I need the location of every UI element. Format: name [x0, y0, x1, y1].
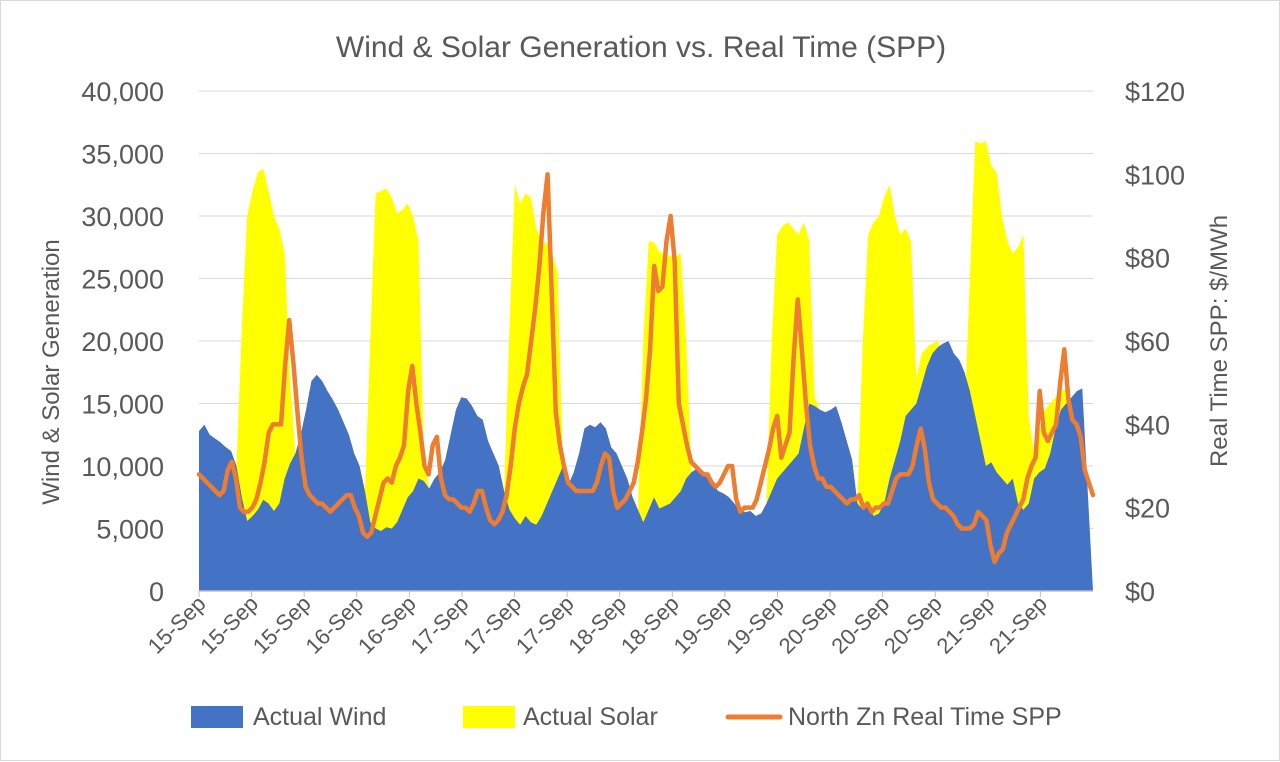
x-tick-label: 15-Sep [195, 591, 263, 659]
left-axis-tick-labels: 0 5,000 10,000 15,000 20,000 25,000 30,000 35,0… [81, 77, 164, 607]
x-tick-label: 19-Sep [669, 591, 737, 659]
x-tick-label: 20-Sep [826, 591, 894, 659]
x-tick-label: 16-Sep [300, 591, 368, 659]
spp-line [196, 172, 1096, 565]
y2-tick-label: $40 [1125, 410, 1170, 440]
y-tick-label: 15,000 [81, 390, 164, 420]
wind-area-series [199, 141, 1093, 591]
y-tick-label: 35,000 [81, 140, 164, 170]
y2-tick-label: $20 [1125, 494, 1170, 524]
right-axis-tick-labels: $0 $20 $40 $60 $80 $100 $120 [1125, 77, 1185, 607]
axes [198, 590, 1093, 597]
y2-tick-label: $80 [1125, 244, 1170, 274]
spp-line-series [196, 172, 1096, 565]
x-tick-label: 20-Sep [774, 591, 842, 659]
legend: Actual Wind Actual Solar North Zn Real T… [191, 703, 1062, 731]
y-axis-title: Wind & Solar Generation [38, 239, 65, 504]
x-tick-label: 21-Sep [932, 591, 1000, 659]
x-tick-label: 19-Sep [721, 591, 789, 659]
y2-tick-label: $120 [1125, 77, 1185, 107]
x-axis-tick-labels: 15-Sep15-Sep15-Sep16-Sep16-Sep17-Sep17-S… [143, 591, 1052, 659]
legend-label-wind: Actual Wind [253, 703, 386, 731]
y-tick-label: 30,000 [81, 202, 164, 232]
y-tick-label: 5,000 [96, 515, 164, 545]
y-tick-label: 40,000 [81, 77, 164, 107]
legend-swatch-wind [191, 706, 243, 728]
y-tick-label: 0 [149, 577, 164, 607]
wind-area [199, 341, 1093, 591]
x-tick-label: 18-Sep [616, 591, 684, 659]
solar-area [199, 141, 1093, 591]
y-tick-label: 10,000 [81, 452, 164, 482]
x-tick-label: 17-Sep [406, 591, 474, 659]
y2-axis-title: Real Time SPP: $/MWh [1206, 215, 1233, 467]
y2-tick-label: $60 [1125, 327, 1170, 357]
y-tick-label: 20,000 [81, 327, 164, 357]
x-tick-label: 20-Sep [879, 591, 947, 659]
legend-label-solar: Actual Solar [523, 703, 658, 731]
chart-title: Wind & Solar Generation vs. Real Time (S… [336, 31, 946, 64]
x-tick-label: 17-Sep [511, 591, 579, 659]
x-tick-label: 17-Sep [458, 591, 526, 659]
x-tick-label: 18-Sep [563, 591, 631, 659]
y-tick-label: 25,000 [81, 265, 164, 295]
legend-label-spp: North Zn Real Time SPP [788, 703, 1062, 731]
y2-tick-label: $100 [1125, 160, 1185, 190]
legend-swatch-solar [463, 706, 515, 728]
x-tick-label: 21-Sep [984, 591, 1052, 659]
y2-tick-label: $0 [1125, 577, 1155, 607]
x-tick-label: 15-Sep [248, 591, 316, 659]
x-tick-label: 16-Sep [353, 591, 421, 659]
